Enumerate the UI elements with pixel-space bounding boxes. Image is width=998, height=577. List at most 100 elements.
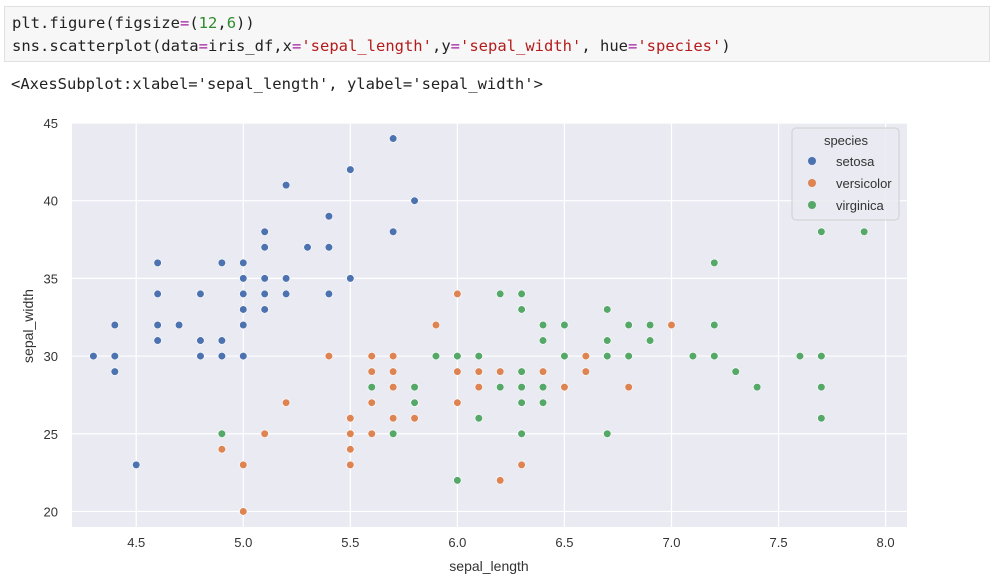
legend-title: species	[824, 133, 869, 148]
point-virginica	[453, 351, 462, 361]
code-token: (	[189, 14, 199, 32]
legend: species setosa versicolor virginica	[791, 127, 900, 221]
y-tick-label: 30	[44, 349, 58, 364]
point-setosa	[153, 336, 162, 345]
point-virginica	[603, 336, 612, 345]
point-versicolor	[324, 351, 334, 361]
legend-label-virginica: virginica	[836, 198, 884, 213]
code-token: =	[198, 37, 208, 55]
point-versicolor	[260, 429, 269, 438]
point-setosa	[282, 274, 291, 283]
point-virginica	[560, 320, 569, 330]
point-virginica	[217, 429, 226, 438]
point-setosa	[324, 243, 334, 252]
point-setosa	[239, 351, 248, 361]
code-token: =	[179, 14, 190, 32]
point-setosa	[217, 258, 226, 267]
y-tick-label: 40	[44, 194, 58, 209]
point-versicolor	[217, 445, 226, 454]
point-setosa	[196, 351, 205, 361]
legend-marker-virginica	[808, 201, 816, 209]
point-setosa	[196, 336, 205, 345]
legend-box	[791, 127, 900, 221]
point-virginica	[710, 320, 719, 330]
point-setosa	[260, 274, 269, 283]
point-virginica	[538, 320, 548, 330]
x-tick-label: 7.0	[662, 535, 680, 550]
point-setosa	[110, 320, 119, 330]
point-virginica	[453, 476, 462, 485]
points	[89, 134, 869, 516]
code-token: , hue	[581, 37, 628, 55]
point-virginica	[367, 383, 376, 392]
code-token: 6	[226, 14, 237, 32]
point-virginica	[517, 429, 526, 438]
x-tick-label: 5.0	[234, 535, 252, 550]
y-tick-label: 25	[44, 427, 58, 442]
point-virginica	[710, 258, 719, 267]
point-setosa	[303, 243, 312, 252]
x-ticks: 4.5 5.0 5.5 6.0 6.5 7.0 7.5 8.0	[127, 535, 894, 550]
point-versicolor	[367, 367, 376, 376]
point-virginica	[496, 383, 505, 392]
point-setosa	[389, 227, 398, 236]
point-versicolor	[239, 460, 248, 469]
point-virginica	[624, 320, 633, 330]
code-line-figure: plt.figure(figsize=(12,6))	[12, 12, 255, 34]
point-setosa	[153, 320, 162, 330]
legend-marker-setosa	[808, 157, 816, 165]
point-virginica	[860, 227, 869, 236]
point-virginica	[753, 383, 762, 392]
point-virginica	[710, 351, 719, 361]
point-virginica	[603, 305, 612, 314]
point-virginica	[517, 305, 526, 314]
code-token: =	[291, 37, 302, 55]
point-setosa	[132, 460, 141, 469]
point-versicolor	[474, 383, 483, 392]
point-versicolor	[282, 398, 291, 407]
point-versicolor	[538, 367, 548, 376]
point-virginica	[603, 351, 612, 361]
point-versicolor	[667, 320, 676, 330]
code-token: sns.scatterplot(data	[12, 37, 199, 55]
point-setosa	[389, 134, 398, 143]
point-setosa	[217, 336, 226, 345]
code-line-scatterplot: sns.scatterplot(data=iris_df,x='sepal_le…	[12, 35, 731, 57]
point-virginica	[517, 367, 526, 376]
point-virginica	[624, 351, 633, 361]
point-virginica	[410, 383, 419, 392]
point-versicolor	[581, 367, 590, 376]
point-versicolor	[560, 383, 569, 392]
x-tick-label: 5.5	[341, 535, 359, 550]
code-cell[interactable]: plt.figure(figsize=(12,6)) sns.scatterpl…	[4, 6, 990, 62]
point-versicolor	[431, 320, 441, 330]
plot-area	[72, 123, 907, 527]
point-virginica	[474, 414, 483, 423]
y-tick-label: 20	[44, 504, 58, 519]
x-tick-label: 8.0	[877, 535, 895, 550]
code-token: 12	[198, 14, 218, 32]
code-token: =	[628, 37, 638, 55]
code-token: ,y	[431, 37, 451, 55]
point-virginica	[731, 367, 740, 376]
code-token: )	[721, 37, 731, 55]
y-tick-label: 35	[44, 271, 58, 286]
point-setosa	[196, 289, 205, 299]
x-tick-label: 6.0	[448, 535, 466, 550]
point-versicolor	[346, 445, 355, 454]
point-versicolor	[453, 398, 462, 407]
point-virginica	[795, 351, 805, 361]
code-token: 'species'	[637, 37, 722, 55]
point-versicolor	[367, 351, 376, 361]
point-setosa	[239, 305, 248, 314]
point-setosa	[239, 258, 248, 267]
point-setosa	[282, 289, 291, 299]
point-setosa	[239, 320, 248, 330]
point-virginica	[496, 289, 505, 299]
point-setosa	[282, 181, 291, 190]
point-setosa	[174, 320, 184, 330]
point-versicolor	[389, 383, 398, 392]
point-versicolor	[389, 414, 398, 423]
point-setosa	[346, 165, 355, 174]
code-token: iris_df,x	[207, 37, 292, 55]
